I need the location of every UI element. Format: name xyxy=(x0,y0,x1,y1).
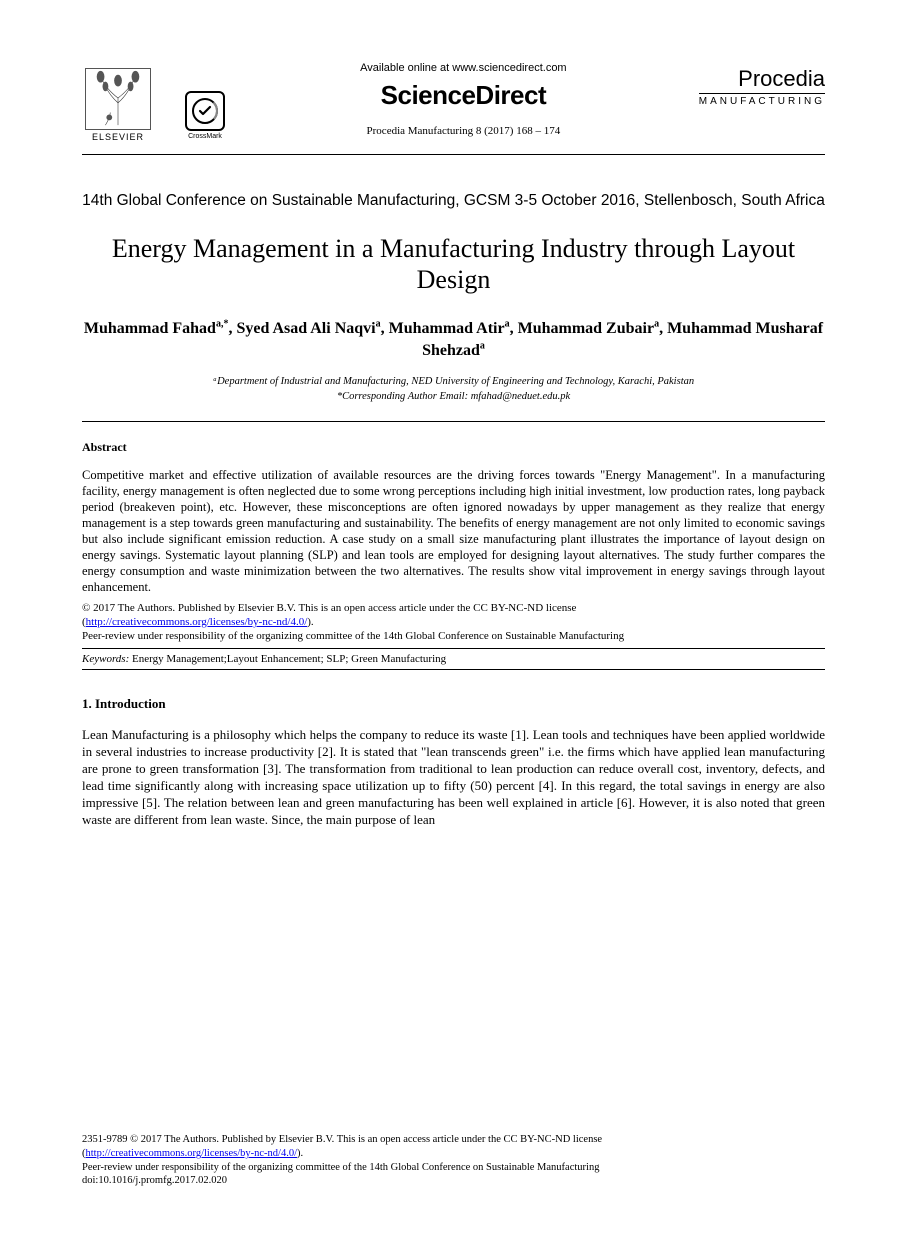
keywords-text: Energy Management;Layout Enhancement; SL… xyxy=(129,653,446,665)
rule-above-abstract xyxy=(82,421,825,422)
page-footer: 2351-9789 © 2017 The Authors. Published … xyxy=(82,1133,825,1188)
procedia-sub: MANUFACTURING xyxy=(699,93,825,107)
footer-license-link[interactable]: http://creativecommons.org/licenses/by-n… xyxy=(86,1148,298,1159)
affiliation-line2: *Corresponding Author Email: mfahad@nedu… xyxy=(82,390,825,405)
crossmark-icon xyxy=(185,91,225,131)
elsevier-tree-icon xyxy=(85,68,151,130)
procedia-logo: Procedia MANUFACTURING xyxy=(699,60,825,107)
license-link[interactable]: http://creativecommons.org/licenses/by-n… xyxy=(86,616,308,628)
copyright-line1: © 2017 The Authors. Published by Elsevie… xyxy=(82,602,576,614)
citation-text: Procedia Manufacturing 8 (2017) 168 – 17… xyxy=(228,125,699,137)
center-header: Available online at www.sciencedirect.co… xyxy=(228,60,699,137)
procedia-main: Procedia xyxy=(699,66,825,92)
header-row: ELSEVIER CrossMark Available online at w… xyxy=(82,60,825,142)
available-online-text: Available online at www.sciencedirect.co… xyxy=(228,62,699,74)
article-title: Energy Management in a Manufacturing Ind… xyxy=(82,233,825,295)
crossmark-text: CrossMark xyxy=(188,133,222,140)
copyright-block: © 2017 The Authors. Published by Elsevie… xyxy=(82,601,825,644)
affiliation-line1: ᵃDepartment of Industrial and Manufactur… xyxy=(82,375,825,390)
keywords-label: Keywords: xyxy=(82,653,129,665)
conference-info: 14th Global Conference on Sustainable Ma… xyxy=(82,191,825,211)
authors-list: Muhammad Fahada,*, Syed Asad Ali Naqvia,… xyxy=(82,318,825,362)
abstract-text: Competitive market and effective utiliza… xyxy=(82,467,825,595)
abstract-heading: Abstract xyxy=(82,440,825,455)
sciencedirect-logo: ScienceDirect xyxy=(228,80,699,111)
footer-peer-review: Peer-review under responsibility of the … xyxy=(82,1162,599,1173)
rule-above-keywords xyxy=(82,648,825,649)
affiliation-block: ᵃDepartment of Industrial and Manufactur… xyxy=(82,375,825,404)
rule-below-keywords xyxy=(82,669,825,670)
elsevier-logo: ELSEVIER xyxy=(82,60,154,142)
crossmark-logo[interactable]: CrossMark xyxy=(182,91,228,140)
elsevier-text: ELSEVIER xyxy=(92,132,144,142)
header-rule xyxy=(82,154,825,155)
peer-review-line: Peer-review under responsibility of the … xyxy=(82,630,624,642)
left-logos: ELSEVIER CrossMark xyxy=(82,60,228,142)
section-1-text: Lean Manufacturing is a philosophy which… xyxy=(82,726,825,829)
footer-issn: 2351-9789 © 2017 The Authors. Published … xyxy=(82,1134,602,1145)
section-1-heading: 1. Introduction xyxy=(82,696,825,712)
footer-doi: doi:10.1016/j.promfg.2017.02.020 xyxy=(82,1175,227,1186)
keywords-line: Keywords: Energy Management;Layout Enhan… xyxy=(82,653,825,665)
